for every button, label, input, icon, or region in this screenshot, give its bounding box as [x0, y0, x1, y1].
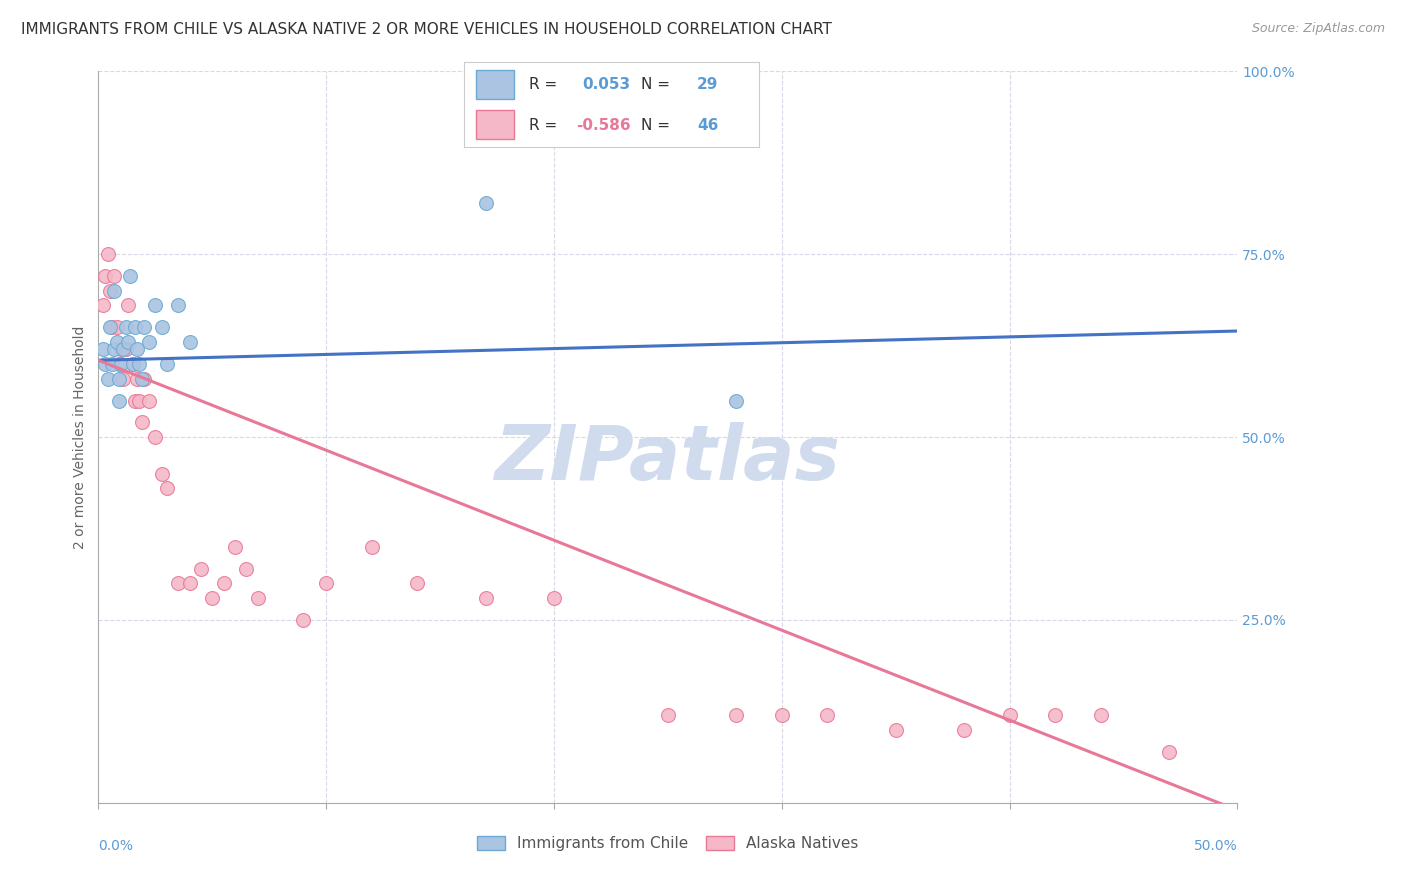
Point	[156, 357, 179, 371]
Point	[132, 320, 155, 334]
Point	[108, 371, 131, 385]
Point	[998, 708, 1021, 723]
Text: N =: N =	[641, 77, 675, 92]
Point	[112, 371, 135, 385]
Point	[127, 371, 149, 385]
Text: R =: R =	[529, 118, 562, 133]
Point	[124, 320, 146, 334]
Point	[725, 393, 748, 408]
Point	[124, 393, 146, 408]
Point	[292, 613, 315, 627]
Point	[543, 591, 565, 605]
Text: IMMIGRANTS FROM CHILE VS ALASKA NATIVE 2 OR MORE VEHICLES IN HOUSEHOLD CORRELATI: IMMIGRANTS FROM CHILE VS ALASKA NATIVE 2…	[21, 22, 832, 37]
Point	[105, 320, 128, 334]
Point	[1043, 708, 1066, 723]
Point	[105, 334, 128, 349]
Point	[114, 343, 136, 357]
Point	[360, 540, 382, 554]
Point	[657, 708, 679, 723]
Point	[91, 298, 114, 312]
Text: 46: 46	[697, 118, 718, 133]
Point	[201, 591, 224, 605]
Point	[103, 284, 125, 298]
Text: 50.0%: 50.0%	[1194, 839, 1237, 854]
Point	[96, 247, 118, 261]
Point	[1090, 708, 1112, 723]
Point	[224, 540, 246, 554]
FancyBboxPatch shape	[475, 110, 515, 139]
FancyBboxPatch shape	[475, 70, 515, 99]
Point	[150, 320, 173, 334]
Text: N =: N =	[641, 118, 675, 133]
Point	[94, 357, 117, 371]
Point	[108, 393, 131, 408]
Point	[108, 357, 131, 371]
Point	[131, 416, 153, 430]
Point	[179, 576, 201, 591]
Point	[145, 430, 167, 444]
Point	[725, 708, 748, 723]
Point	[246, 591, 269, 605]
Point	[128, 357, 150, 371]
Point	[131, 371, 153, 385]
Point	[167, 298, 190, 312]
Point	[121, 357, 143, 371]
Point	[117, 334, 139, 349]
Point	[167, 576, 190, 591]
Point	[474, 196, 496, 211]
Point	[145, 298, 167, 312]
Point	[128, 393, 150, 408]
Point	[235, 562, 257, 576]
Y-axis label: 2 or more Vehicles in Household: 2 or more Vehicles in Household	[73, 326, 87, 549]
Point	[112, 343, 135, 357]
Point	[770, 708, 793, 723]
Point	[110, 343, 132, 357]
Point	[179, 334, 201, 349]
Legend: Immigrants from Chile, Alaska Natives: Immigrants from Chile, Alaska Natives	[471, 830, 865, 857]
Point	[884, 723, 907, 737]
Point	[132, 371, 155, 385]
Text: Source: ZipAtlas.com: Source: ZipAtlas.com	[1251, 22, 1385, 36]
Text: 0.0%: 0.0%	[98, 839, 134, 854]
Point	[98, 284, 121, 298]
Point	[315, 576, 337, 591]
Point	[117, 298, 139, 312]
Point	[150, 467, 173, 481]
Point	[103, 269, 125, 284]
Text: 29: 29	[697, 77, 718, 92]
Point	[190, 562, 212, 576]
Text: R =: R =	[529, 77, 562, 92]
Point	[156, 481, 179, 495]
Point	[103, 343, 125, 357]
Text: 0.053: 0.053	[582, 77, 630, 92]
Point	[114, 320, 136, 334]
Point	[1157, 745, 1180, 759]
Point	[94, 269, 117, 284]
Point	[101, 320, 124, 334]
Text: -0.586: -0.586	[576, 118, 631, 133]
Point	[474, 591, 496, 605]
Point	[98, 320, 121, 334]
Point	[127, 343, 149, 357]
Point	[121, 357, 143, 371]
Point	[212, 576, 235, 591]
Point	[138, 393, 160, 408]
Point	[815, 708, 838, 723]
Point	[120, 269, 142, 284]
Point	[110, 357, 132, 371]
Point	[138, 334, 160, 349]
Point	[91, 343, 114, 357]
Point	[101, 357, 124, 371]
Point	[96, 371, 118, 385]
Text: ZIPatlas: ZIPatlas	[495, 422, 841, 496]
Point	[953, 723, 976, 737]
Point	[406, 576, 429, 591]
